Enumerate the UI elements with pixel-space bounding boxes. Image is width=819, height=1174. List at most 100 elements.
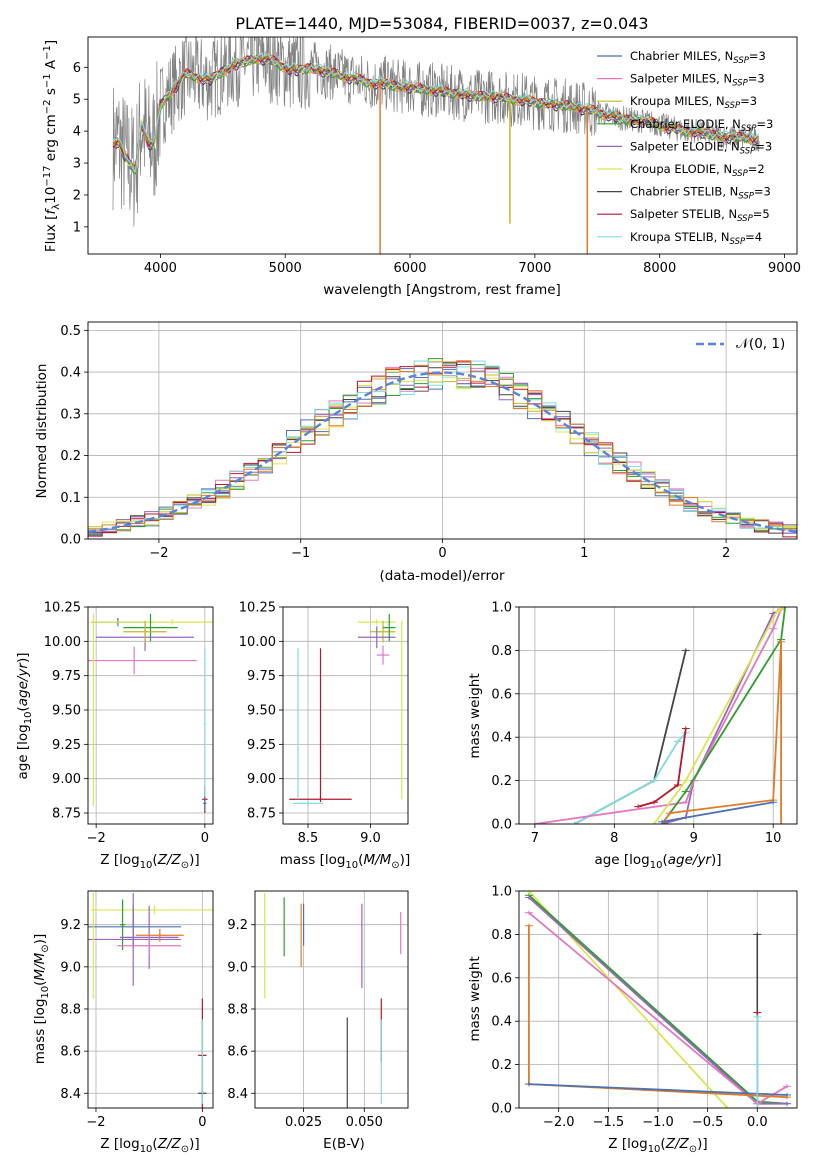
y-tick-label: 8.6 [60, 1045, 81, 1060]
y-tick-label: 0.0 [60, 533, 81, 548]
mass-weight-ylabel: mass weight [467, 673, 483, 758]
legend-label: Salpeter ELODIE, NSSP=3 [630, 139, 772, 156]
y-tick-label: 10.25 [239, 601, 276, 616]
x-tick-label: 0.025 [285, 1115, 322, 1130]
y-tick-label: 9.75 [247, 669, 276, 684]
legend-label: Chabrier ELODIE, NSSP=3 [630, 117, 773, 134]
model-stelib_salpeter [112, 55, 759, 167]
x-tick-label: −2.0 [543, 1115, 575, 1130]
legend-gauss-label: 𝒩(0, 1) [736, 336, 785, 352]
x-tick-label: 0.050 [346, 1115, 383, 1130]
axes-frame [87, 321, 798, 540]
axes-cumulative_mass_weight_Z: −2.0 −1.5 −1.0 −0.5 0.0 0.0 0.2 0.4 0.6 0.8 1.0 Z [… [467, 885, 798, 1155]
plot-area [88, 358, 797, 538]
y-tick-label: 10.00 [44, 635, 81, 650]
y-tick-label: 0.5 [60, 324, 81, 339]
mass-xlabel: mass [log10(M/M⊙)] [280, 852, 410, 871]
y-tick-label: 9.25 [247, 738, 276, 753]
legend-label: Kroupa ELODIE, NSSP=2 [630, 162, 765, 179]
axes-age_vs_Z: −2 0 8.75 9.00 9.25 9.50 9.75 10.00 10.25 Z [log1… [15, 601, 214, 871]
y-tick-label: 10.00 [239, 635, 276, 650]
age-z-xlabel: Z [log10(Z/Z⊙)] [100, 852, 199, 871]
x-tick-label: −0.5 [692, 1115, 724, 1130]
y-tick-label: 0.3 [60, 407, 81, 422]
axes-frame [87, 890, 214, 1109]
y-tick-label: 1 [73, 220, 81, 235]
x-tick-label: 4000 [144, 261, 177, 276]
y-tick-label: 0.0 [491, 1102, 512, 1117]
y-tick-label: 8.4 [60, 1087, 81, 1102]
y-tick-label: 0.6 [491, 687, 512, 702]
y-tick-label: 0.8 [491, 928, 512, 943]
x-tick-label: 0.0 [747, 1115, 768, 1130]
legend-label: Salpeter STELIB, NSSP=5 [630, 207, 770, 224]
legend-label: Chabrier STELIB, NSSP=3 [630, 185, 771, 202]
y-tick-label: 1.0 [491, 601, 512, 616]
mass-weight-line-stelib_salpeter [637, 728, 687, 808]
y-tick-label: 9.0 [227, 960, 248, 975]
y-tick-label: 0.2 [491, 1058, 512, 1073]
x-tick-label: 0 [201, 831, 209, 846]
histogram-stelib_kroupa [88, 360, 797, 532]
x-tick-label: 10 [765, 831, 782, 846]
plot-area [289, 613, 403, 807]
x-tick-label: 7 [531, 831, 539, 846]
y-tick-label: 0.4 [491, 731, 512, 746]
y-tick-label: 9.75 [52, 669, 81, 684]
mass-weight-z-ylabel: mass weight [467, 956, 483, 1041]
plot-area [88, 613, 213, 814]
y-tick-label: 8.8 [60, 1002, 81, 1017]
x-tick-label: 2 [722, 546, 730, 561]
x-tick-label: −2 [87, 831, 106, 846]
y-tick-label: 9.50 [247, 704, 276, 719]
mass-weight-line-elodie_salpeter [661, 608, 782, 824]
axes-spectrum: 4000 5000 6000 7000 8000 9000 1 2 3 4 5 6 Flux [fλ10… [42, 36, 801, 276]
mass-ylabel: mass [log10(M/M⊙)] [32, 934, 51, 1064]
mass-weight-line-elodie_chabrier [661, 607, 786, 824]
y-tick-label: 5 [73, 93, 81, 108]
y-tick-label: 2 [73, 188, 81, 203]
z-xlabel: Z [log10(Z/Z⊙)] [608, 1136, 707, 1155]
axes-mass_vs_Z: −2 0 8.4 8.6 8.8 9.0 9.2 Z [log10(Z/Z⊙)] mass [l… [32, 890, 214, 1155]
y-tick-label: 9.50 [52, 704, 81, 719]
axes-frame [518, 606, 798, 825]
age-xlabel: age [log10(age/yr)] [594, 852, 721, 871]
y-tick-label: 9.00 [52, 772, 81, 787]
y-tick-label: 6 [73, 61, 81, 76]
y-tick-label: 0.4 [491, 1015, 512, 1030]
legend-label: Salpeter MILES, NSSP=3 [630, 72, 765, 89]
x-tick-label: 8 [610, 831, 618, 846]
model-stelib_kroupa [112, 52, 760, 173]
x-tick-label: −1.0 [642, 1115, 674, 1130]
legend-label: Kroupa MILES, NSSP=3 [630, 94, 757, 111]
plot-area [88, 893, 213, 1108]
x-tick-label: 8000 [643, 261, 676, 276]
x-tick-label: 0 [438, 546, 446, 561]
x-tick-label: −1.5 [593, 1115, 625, 1130]
axes-mass_vs_EBV: 0.025 0.050 8.4 8.6 8.8 9.0 9.2 [227, 890, 409, 1130]
mass-weight-line-elodie_kroupa [653, 607, 786, 824]
x-tick-label: 5000 [269, 261, 302, 276]
y-tick-label: 8.4 [227, 1087, 248, 1102]
axes-residuals: −2 −1 0 1 2 0.0 0.1 0.2 0.3 0.4 0.5 𝒩(0, 1) [60, 321, 798, 561]
mass-z-xlabel: Z [log10(Z/Z⊙)] [100, 1136, 199, 1155]
axes-age_vs_mass: 8.5 9.0 8.75 9.00 9.25 9.50 9.75 10.00 10.25 mass… [239, 601, 410, 872]
y-tick-label: 9.2 [227, 918, 248, 933]
y-tick-label: 8.8 [227, 1002, 248, 1017]
axes-frame [282, 606, 409, 825]
y-tick-label: 0.4 [60, 366, 81, 381]
x-tick-label: −1 [291, 546, 310, 561]
y-tick-label: 0.1 [60, 491, 81, 506]
spectrum-xlabel: wavelength [Angstrom, rest frame] [323, 282, 561, 298]
x-tick-label: 9.0 [360, 831, 381, 846]
hist-xlabel: (data-model)/error [379, 568, 505, 584]
y-tick-label: 9.25 [52, 738, 81, 753]
age-ylabel: age [log10(age/yr)] [15, 652, 34, 779]
y-tick-label: 0.2 [60, 449, 81, 464]
mass-weight-line-stelib_kroupa [574, 732, 687, 824]
y-tick-label: 8.75 [52, 807, 81, 822]
mass-weight-line-miles_salpeter [534, 608, 782, 824]
spectrum-ylabel: Flux [fλ10−17 erg cm−2 s−1 A−1] [42, 40, 62, 252]
hist-ylabel: Normed distribution [34, 364, 50, 499]
